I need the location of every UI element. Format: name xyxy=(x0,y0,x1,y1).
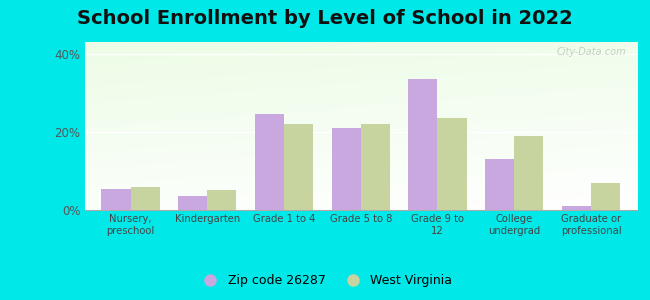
Bar xyxy=(562,206,591,210)
Bar xyxy=(591,183,620,210)
Text: City-Data.com: City-Data.com xyxy=(556,47,626,57)
Bar xyxy=(408,79,437,210)
Bar xyxy=(361,124,390,210)
Bar xyxy=(255,114,284,210)
Bar xyxy=(131,187,160,210)
Text: School Enrollment by Level of School in 2022: School Enrollment by Level of School in … xyxy=(77,9,573,28)
Bar xyxy=(485,159,514,210)
Bar xyxy=(101,188,131,210)
Bar xyxy=(284,124,313,210)
Legend: Zip code 26287, West Virginia: Zip code 26287, West Virginia xyxy=(194,270,456,291)
Bar xyxy=(332,128,361,210)
Bar xyxy=(437,118,467,210)
Bar xyxy=(514,136,543,210)
Bar xyxy=(178,196,207,210)
Bar xyxy=(207,190,237,210)
